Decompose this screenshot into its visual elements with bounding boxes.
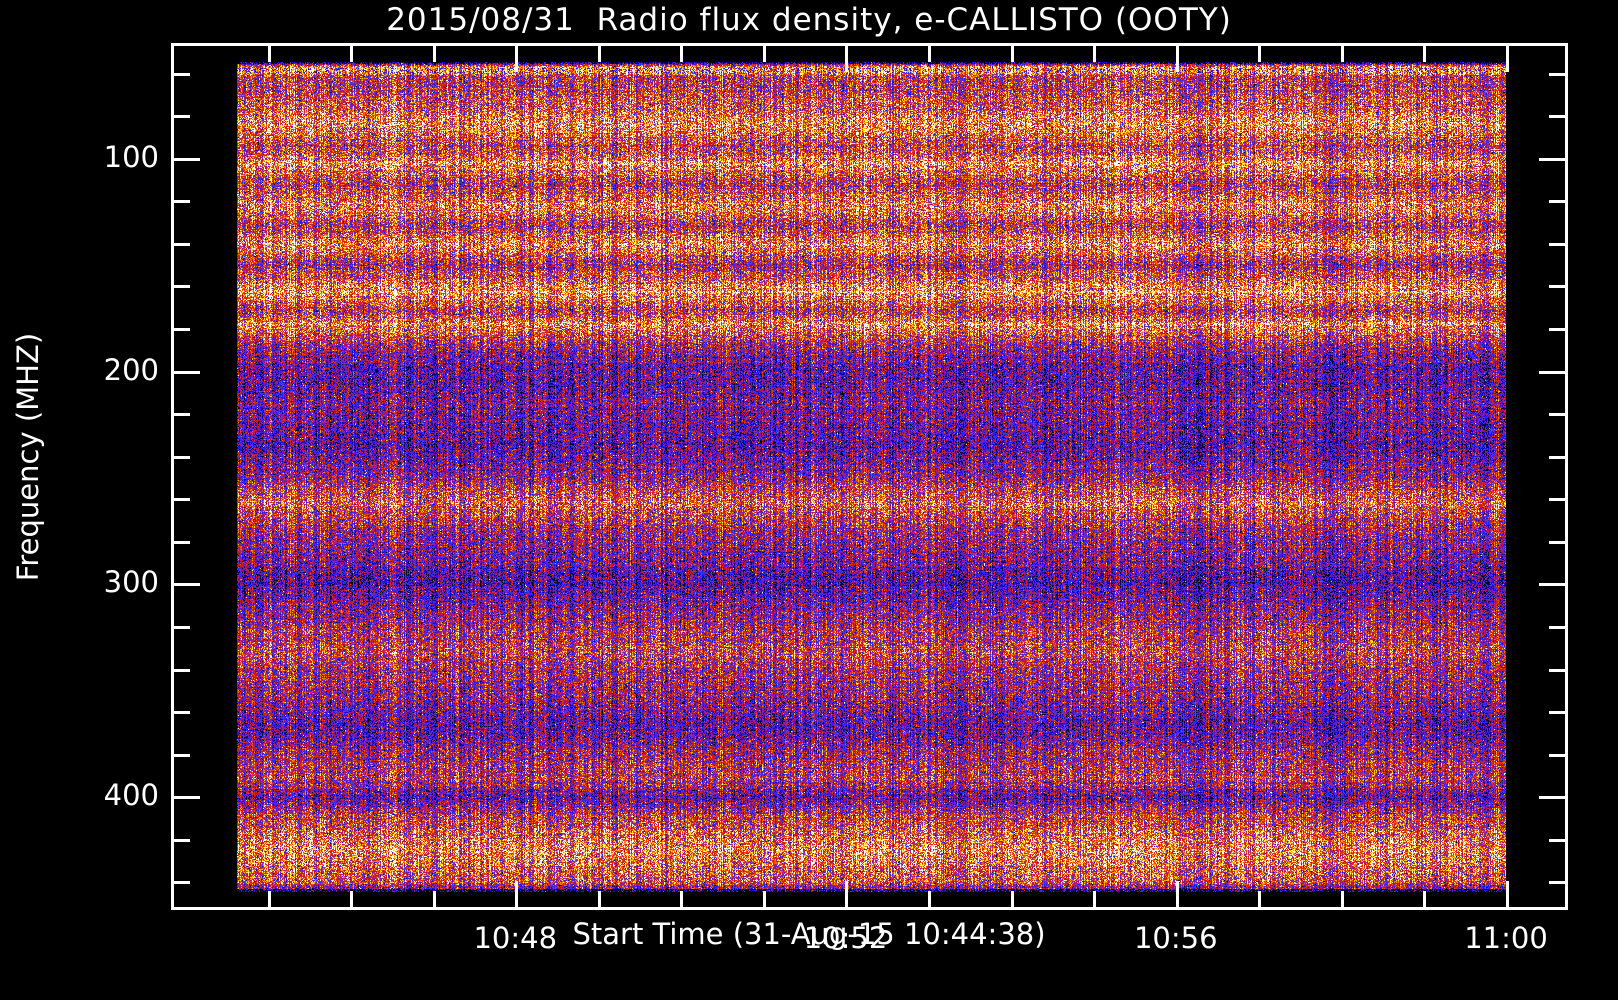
y-minor-tick-right [1549,413,1565,416]
y-minor-tick [174,73,190,76]
y-major-tick-right [1539,796,1565,799]
y-minor-tick [174,456,190,459]
x-minor-tick [350,891,353,907]
x-minor-tick-top [1011,46,1014,62]
y-minor-tick [174,669,190,672]
x-major-tick [845,881,848,907]
x-axis-tick-label: 10:56 [1133,921,1218,955]
y-minor-tick [174,626,190,629]
y-minor-tick-right [1549,839,1565,842]
x-minor-tick-top [1258,46,1261,62]
x-minor-tick [1258,891,1261,907]
y-minor-tick [174,541,190,544]
x-minor-tick [1423,891,1426,907]
x-minor-tick [598,891,601,907]
y-minor-tick [174,115,190,118]
y-minor-tick-right [1549,328,1565,331]
y-minor-tick-right [1549,711,1565,714]
y-major-tick [174,371,200,374]
y-major-tick [174,158,200,161]
x-axis-tick-label: 10:48 [473,921,558,955]
x-major-tick [515,881,518,907]
y-minor-tick-right [1549,115,1565,118]
y-minor-tick-right [1549,754,1565,757]
x-minor-tick [433,891,436,907]
y-minor-tick [174,711,190,714]
x-major-tick-top [1176,46,1179,72]
y-minor-tick-right [1549,200,1565,203]
y-minor-tick-right [1549,881,1565,884]
y-minor-tick [174,754,190,757]
y-major-tick-right [1539,371,1565,374]
x-minor-tick [1093,891,1096,907]
y-axis-tick-label: 200 [103,352,159,387]
x-minor-tick-top [1341,46,1344,62]
x-minor-tick-top [433,46,436,62]
x-major-tick [1506,881,1509,907]
y-axis-tick-label: 100 [103,139,159,174]
x-major-tick-top [845,46,848,72]
y-minor-tick [174,413,190,416]
y-minor-tick-right [1549,456,1565,459]
x-minor-tick [928,891,931,907]
spectrogram-canvas [237,62,1506,892]
x-minor-tick-top [763,46,766,62]
x-minor-tick [763,891,766,907]
y-minor-tick-right [1549,285,1565,288]
y-major-tick [174,796,200,799]
y-axis-tick-label: 300 [103,565,159,600]
y-minor-tick [174,200,190,203]
x-minor-tick-top [1423,46,1426,62]
y-minor-tick-right [1549,626,1565,629]
y-minor-tick [174,285,190,288]
y-minor-tick [174,498,190,501]
x-minor-tick-top [1093,46,1096,62]
x-minor-tick [1341,891,1344,907]
x-minor-tick-top [928,46,931,62]
x-minor-tick [680,891,683,907]
y-minor-tick-right [1549,541,1565,544]
spectrogram-data-area [237,62,1506,892]
x-minor-tick-top [350,46,353,62]
y-major-tick-right [1539,583,1565,586]
x-major-tick [1176,881,1179,907]
y-minor-tick [174,839,190,842]
x-minor-tick-top [598,46,601,62]
x-major-tick-top [1506,46,1509,72]
y-minor-tick-right [1549,243,1565,246]
y-minor-tick-right [1549,669,1565,672]
page-title: 2015/08/31 Radio flux density, e-CALLIST… [386,2,1232,38]
x-major-tick-top [515,46,518,72]
x-minor-tick-top [680,46,683,62]
y-minor-tick-right [1549,498,1565,501]
y-minor-tick [174,328,190,331]
x-axis-title: Start Time (31-Aug-15 10:44:38) [572,917,1046,951]
y-major-tick-right [1539,158,1565,161]
x-axis-tick-label: 10:52 [803,921,888,955]
y-major-tick [174,583,200,586]
y-minor-tick-right [1549,73,1565,76]
y-minor-tick [174,881,190,884]
y-minor-tick [174,243,190,246]
x-axis-tick-label: 11:00 [1464,921,1548,955]
x-minor-tick [1011,891,1014,907]
y-axis-tick-label: 400 [103,778,159,813]
x-minor-tick [268,891,271,907]
y-axis-title: Frequency (MHZ) [11,332,45,582]
x-minor-tick-top [268,46,271,62]
